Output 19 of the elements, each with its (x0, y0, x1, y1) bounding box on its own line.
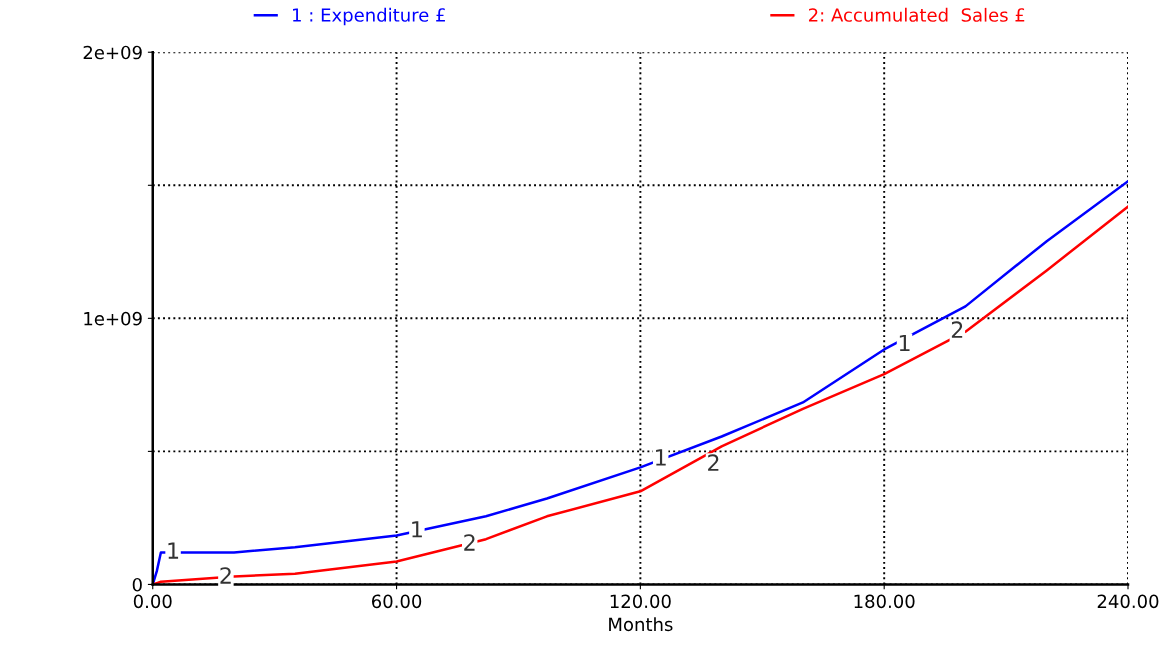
x-tick-label: 120.00 (610, 594, 671, 609)
annotation: 2 (220, 567, 231, 584)
x-tick-label: 180.00 (854, 594, 915, 609)
legend-label: 1 : Expenditure £ (293, 7, 445, 26)
annotation: 2 (464, 534, 475, 551)
y-tick-label: 2e+09 (83, 45, 142, 60)
x-tick-label: 0.00 (133, 594, 172, 609)
annotation: 1 (168, 542, 179, 559)
x-axis-title: Months (609, 617, 673, 632)
annotation: 1 (899, 334, 910, 352)
annotation: 1 (656, 449, 666, 466)
x-tick-label: 240.00 (1097, 594, 1159, 609)
x-tick-label: 60.00 (371, 594, 422, 609)
y-tick-label: 1e+09 (84, 311, 142, 326)
annotation: 2 (951, 321, 963, 338)
annotation: 2 (708, 454, 719, 471)
y-tick-label: 0 (132, 577, 142, 592)
legend-label: 2: Accumulated Sales £ (808, 7, 1025, 22)
annotation: 1 (412, 521, 422, 538)
